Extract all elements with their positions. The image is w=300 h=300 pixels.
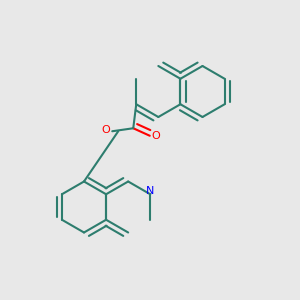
Text: N: N: [146, 186, 154, 196]
Text: O: O: [101, 125, 110, 135]
Text: O: O: [152, 131, 160, 141]
